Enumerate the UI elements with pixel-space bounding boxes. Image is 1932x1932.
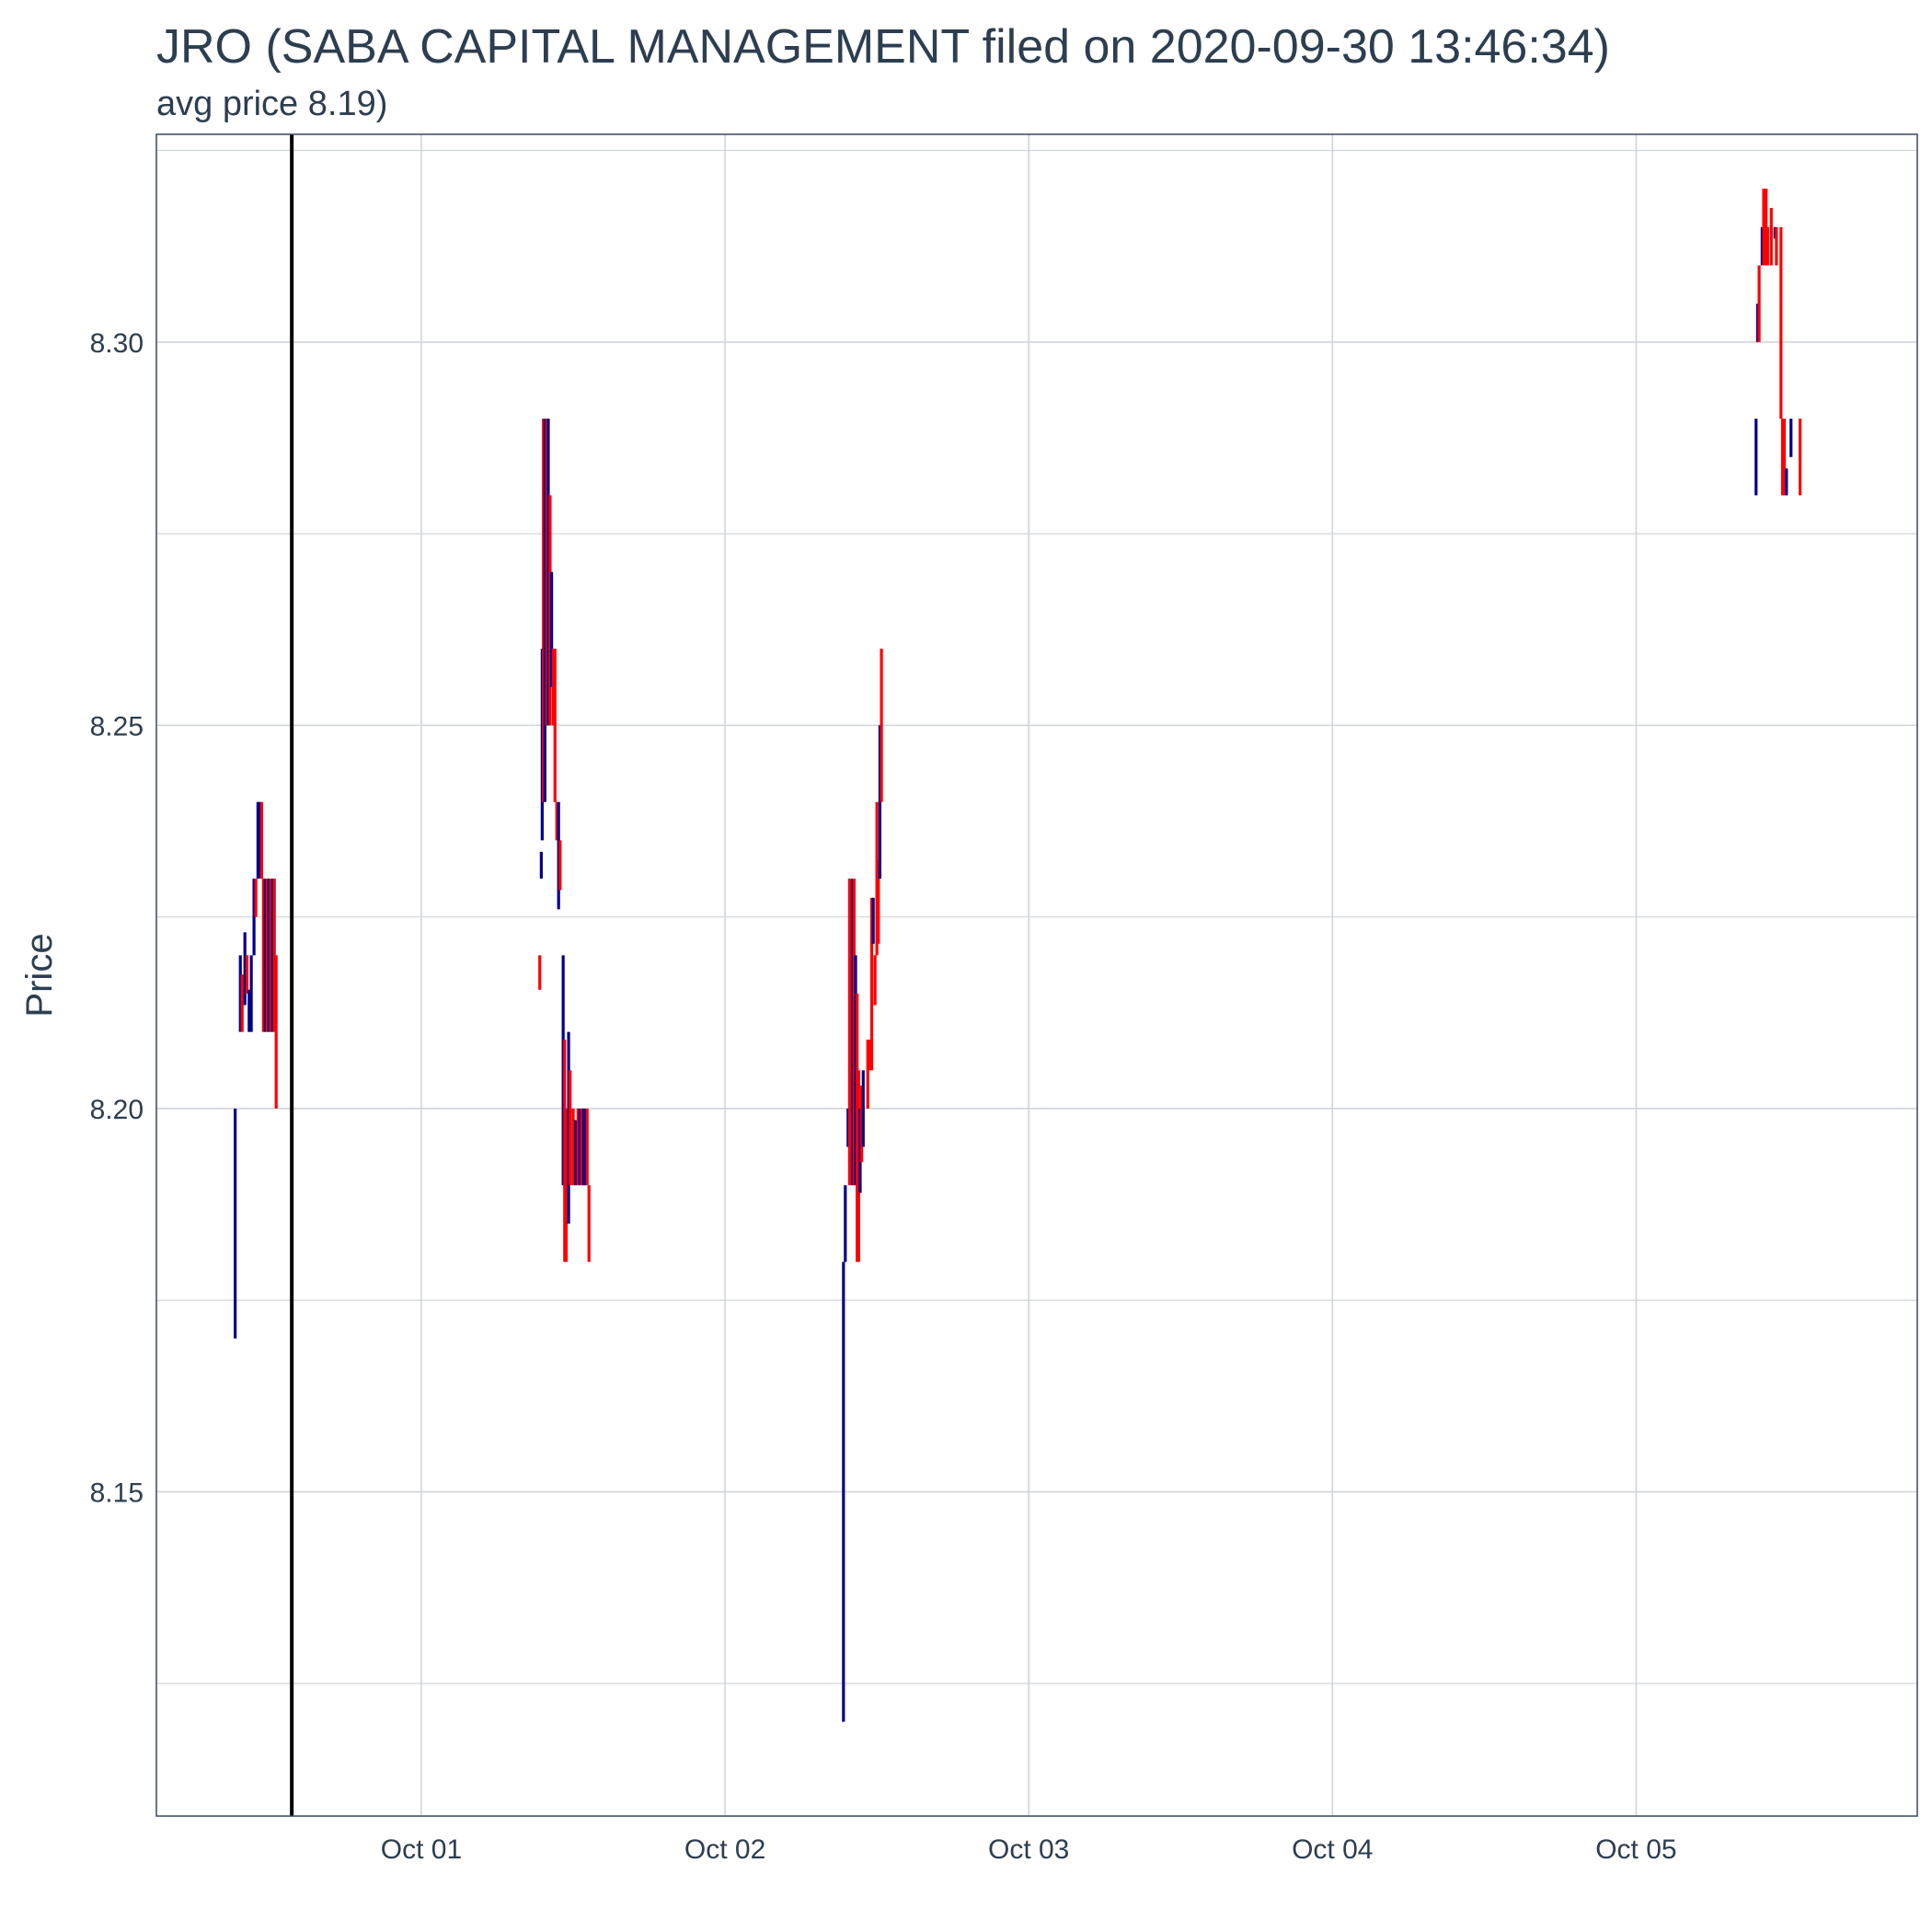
x-tick-label: Oct 04 [1292,1834,1373,1865]
y-axis-ticks: 8.15 8.20 8.25 8.30 [90,328,144,1509]
x-tick-label: Oct 01 [381,1834,462,1865]
chart-subtitle: avg price 8.19) [156,85,387,123]
x-tick-label: Oct 03 [988,1834,1069,1865]
x-axis-ticks: Oct 01 Oct 02 Oct 03 Oct 04 Oct 05 [381,1834,1677,1865]
plot-panel-border [155,133,1918,1817]
x-tick-label: Oct 05 [1595,1834,1676,1865]
x-tick-label: Oct 02 [684,1834,765,1865]
y-axis-title: Price [19,933,60,1017]
y-tick-label: 8.25 [90,711,144,742]
y-tick-label: 8.15 [90,1478,144,1509]
y-tick-label: 8.20 [90,1095,144,1125]
y-tick-label: 8.30 [90,328,144,359]
grid-lines [156,134,1917,1816]
price-segments [234,189,1802,1722]
chart-title: JRO (SABA CAPITAL MANAGEMENT filed on 20… [156,20,1610,74]
